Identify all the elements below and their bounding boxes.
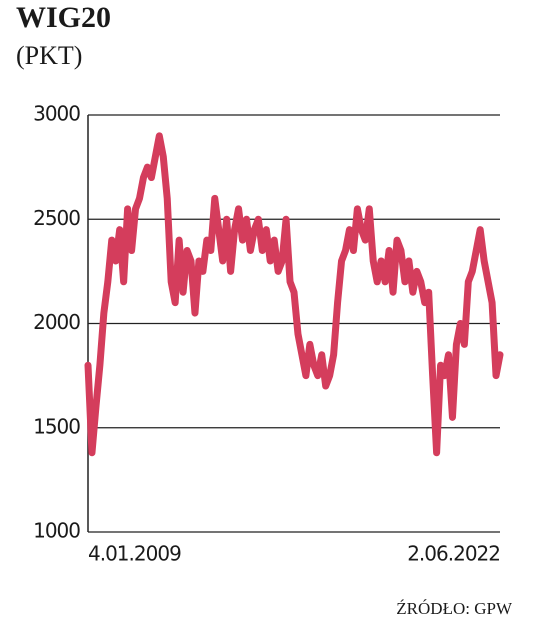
- line: [84, 132, 504, 457]
- chart-title: WIG20: [16, 1, 111, 34]
- source: ŹRÓDŁO: GPW: [396, 599, 513, 618]
- x-tick-label: 4.01.2009: [88, 542, 181, 566]
- y-tick-label: 3000: [33, 102, 80, 126]
- y-tick-label: 1500: [33, 414, 80, 438]
- y-tick-label: 1000: [33, 519, 80, 543]
- x-tick-label: 2.06.2022: [407, 542, 500, 566]
- y-tick-label: 2000: [33, 310, 80, 334]
- y-tick-label: 2500: [33, 206, 80, 230]
- chart-subtitle: (PKT): [16, 41, 82, 70]
